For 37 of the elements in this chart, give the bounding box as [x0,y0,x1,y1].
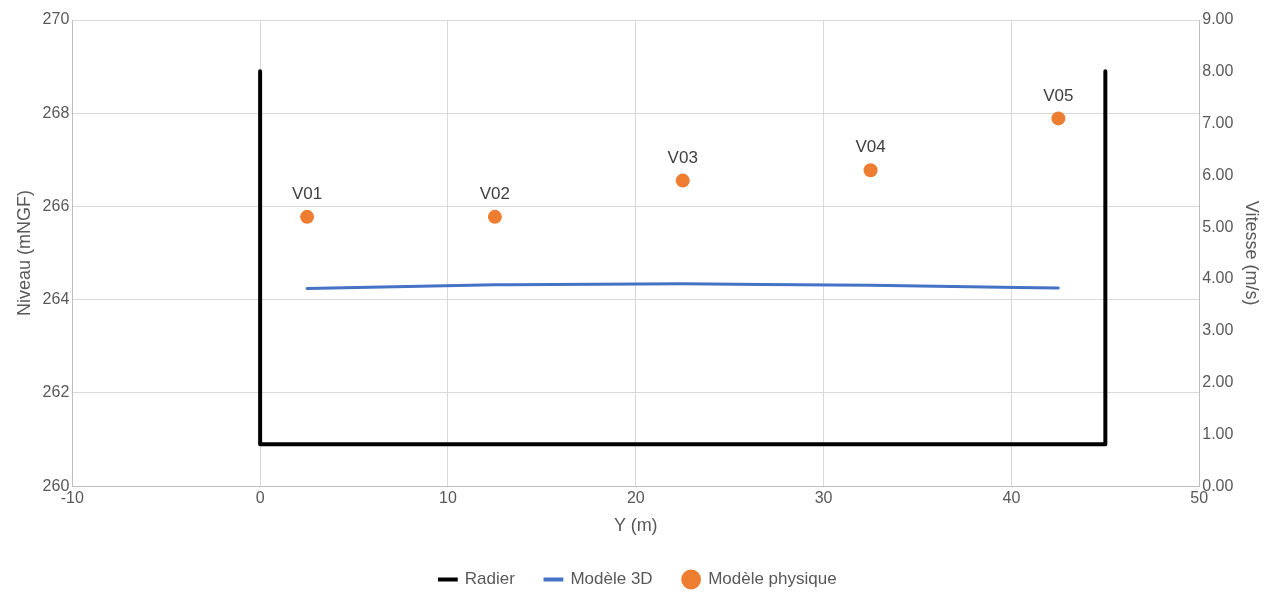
point [300,209,315,224]
y2-tick-label: 7.00 [1202,114,1234,132]
y2-tick-label: 5.00 [1202,217,1234,235]
point [675,173,690,188]
point [487,209,502,224]
x-tick-label: 40 [1002,489,1021,507]
x-tick-label: 50 [1190,489,1209,507]
y2-tick-label: 9.00 [1202,10,1234,28]
y2-tick-label: 2.00 [1202,373,1234,391]
legend-label: Radier [464,569,516,589]
y2-axis-title: Vitesse (m/s) [1242,200,1263,306]
y-axis-title: Niveau (mNGF) [13,190,34,317]
data-label: V05 [1043,85,1074,105]
x-tick-label: 0 [255,489,265,507]
y-tick-label: 270 [42,10,70,28]
y-tick-label: 264 [42,290,70,308]
x-tick-label: 10 [439,489,457,507]
x-tick-label: 30 [814,489,833,507]
y2-tick-label: 4.00 [1202,269,1234,287]
x-tick-label: -10 [60,489,84,507]
point [1051,111,1066,126]
y2-tick-label: 3.00 [1202,321,1234,339]
data-label: V02 [479,184,511,204]
y2-tick-label: 8.00 [1202,62,1234,80]
legend-label: Modèle physique [708,569,837,589]
x-tick-label: 20 [626,489,645,507]
data-label: V03 [667,147,698,167]
data-label: V01 [291,184,323,204]
point [863,163,878,178]
data-label: V04 [855,137,886,157]
y2-tick-label: 6.00 [1202,165,1234,183]
y-tick-label: 262 [42,383,70,401]
x-axis-title: Y (m) [613,515,658,536]
y2-tick-label: 1.00 [1202,424,1234,442]
y-tick-label: 266 [42,196,70,214]
legend-label: Modèle 3D [570,569,653,589]
y-tick-label: 268 [42,103,70,121]
